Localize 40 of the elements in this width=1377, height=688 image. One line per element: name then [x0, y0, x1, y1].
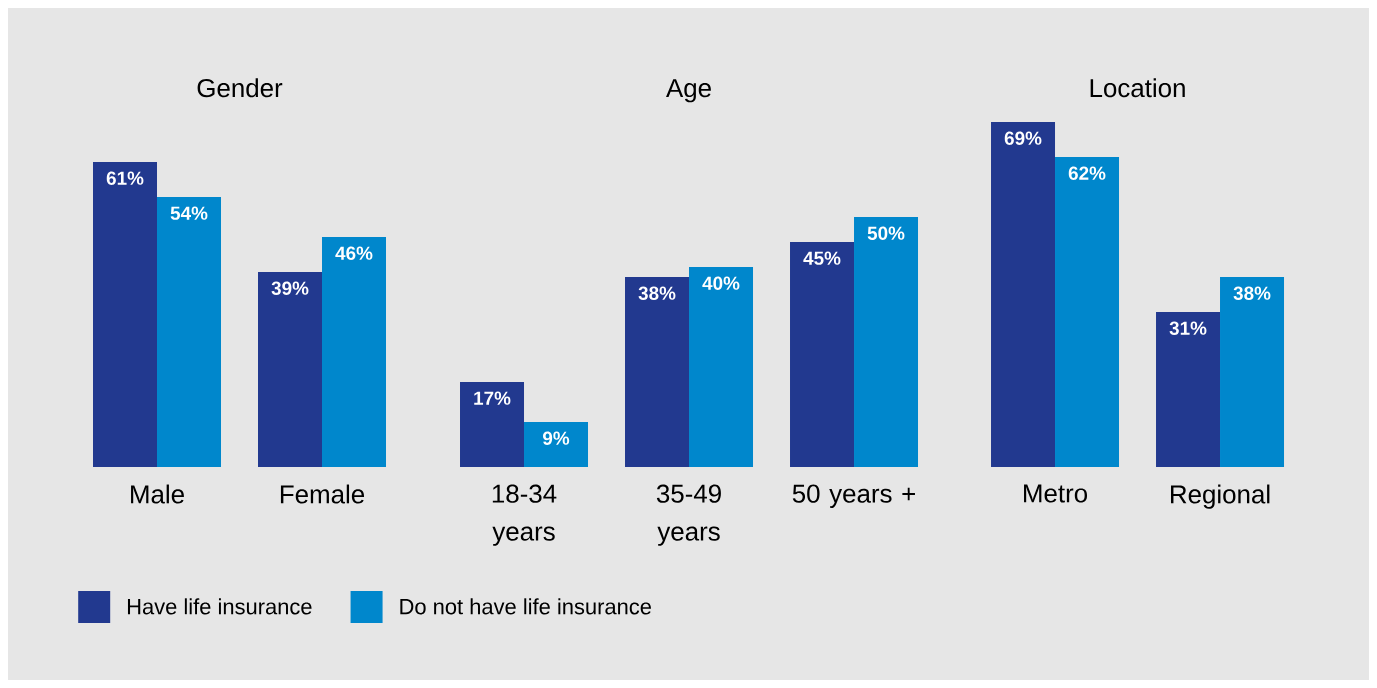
x-tick-label: Metro: [1024, 484, 1088, 503]
legend-label: Do not have life insurance: [400, 598, 651, 615]
bar: [322, 237, 386, 467]
data-label: 31%: [1169, 321, 1207, 335]
bar: [1156, 312, 1221, 467]
bar: [1220, 277, 1285, 467]
x-tick-label: 50 years +: [792, 484, 915, 508]
bar: [157, 197, 221, 467]
chart-title: Location: [1090, 78, 1185, 98]
x-tick-label: Female: [280, 484, 365, 504]
legend-label: Have life insurance: [127, 598, 312, 615]
data-label: 62%: [1068, 166, 1106, 180]
bar: [625, 277, 690, 467]
data-label: 50%: [867, 226, 905, 240]
data-label: 38%: [638, 286, 676, 300]
bar: [524, 422, 589, 467]
x-tick-label: Regional: [1171, 484, 1270, 509]
x-tick-label: 18-34 years: [492, 484, 557, 546]
x-tick-label: 35-49 years: [656, 484, 721, 546]
x-tick-label: Male: [131, 484, 184, 504]
data-label: 39%: [271, 281, 309, 295]
chart-title: Gender: [197, 78, 283, 98]
bar: [790, 242, 855, 467]
bar: [854, 216, 919, 467]
data-label: 46%: [335, 246, 373, 260]
data-label: 9%: [542, 431, 570, 445]
data-label: 61%: [106, 171, 144, 185]
data-label: 17%: [474, 391, 511, 405]
bar: [991, 121, 1056, 467]
bar: [258, 272, 322, 467]
data-label: 40%: [702, 276, 740, 290]
data-label: 38%: [1233, 286, 1271, 300]
data-label: 69%: [1004, 131, 1042, 145]
data-label: 45%: [803, 251, 841, 265]
bar: [689, 267, 754, 467]
chart-title: Age: [666, 79, 711, 103]
bar: [1055, 156, 1120, 467]
data-label: 54%: [170, 206, 208, 220]
bar: [460, 382, 525, 467]
bar: [93, 162, 157, 467]
